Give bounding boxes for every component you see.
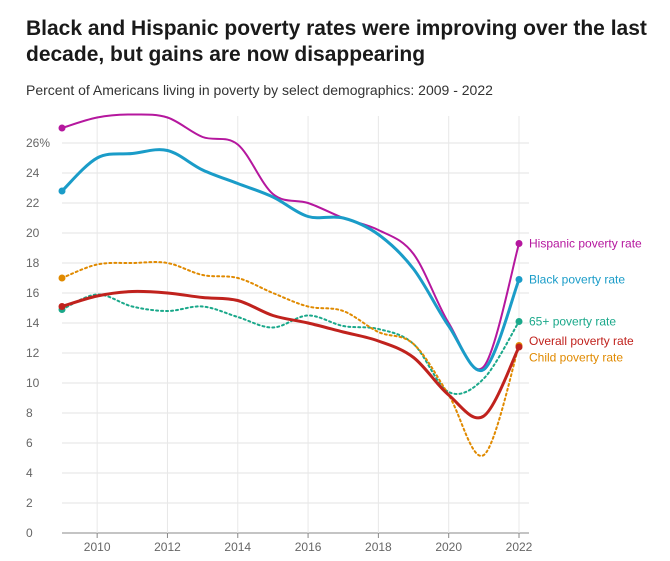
y-tick-label: 22 [26, 196, 40, 210]
y-tick-label: 20 [26, 226, 40, 240]
series-line-black-poverty-rate [60, 148, 521, 373]
y-tick-label: 8 [26, 406, 33, 420]
series-line-overall-poverty-rate [60, 289, 521, 420]
series-start-point [58, 187, 66, 195]
series-labels: Hispanic poverty rate Black poverty rate 6… [529, 237, 642, 365]
y-tick-label: 12 [26, 346, 40, 360]
x-tick-label: 2016 [295, 540, 322, 554]
x-tick-label: 2020 [435, 540, 462, 554]
series-endpoints [58, 124, 523, 351]
series-label: 65+ poverty rate [529, 315, 616, 329]
series-end-point [515, 276, 523, 283]
series-label: Hispanic poverty rate [529, 237, 642, 251]
x-tick-label: 2018 [365, 540, 392, 554]
series-line-65-poverty-rate [61, 293, 520, 395]
series-label: Overall poverty rate [529, 334, 634, 348]
y-tick-label: 6 [26, 436, 33, 450]
y-tick-label: 24 [26, 166, 40, 180]
series-label: Child poverty rate [529, 351, 623, 365]
series-start-point [58, 124, 66, 132]
series-end-point [515, 318, 523, 325]
series-end-point [515, 240, 523, 247]
y-tick-label: 14 [26, 316, 40, 330]
y-tick-label: 10 [26, 376, 40, 390]
series-label: Black poverty rate [529, 273, 625, 287]
x-tick-label: 2012 [154, 540, 181, 554]
series-line-child-poverty-rate [61, 261, 520, 457]
series-lines [60, 113, 521, 457]
x-tick-label: 2010 [84, 540, 111, 554]
y-tick-label: 16 [26, 286, 40, 300]
x-tick-label: 2014 [224, 540, 251, 554]
gridlines [62, 116, 529, 534]
chart-title: Black and Hispanic poverty rates were im… [26, 17, 647, 66]
chart-subtitle: Percent of Americans living in poverty b… [26, 82, 493, 98]
y-tick-label: 18 [26, 256, 40, 270]
y-tick-label: 26% [26, 136, 50, 150]
x-tick-label: 2022 [506, 540, 533, 554]
y-tick-label: 4 [26, 466, 33, 480]
y-tick-label: 2 [26, 496, 33, 510]
series-start-point [58, 303, 66, 310]
series-end-point [515, 343, 523, 351]
y-tick-label: 0 [26, 526, 33, 540]
series-start-point [58, 274, 66, 282]
